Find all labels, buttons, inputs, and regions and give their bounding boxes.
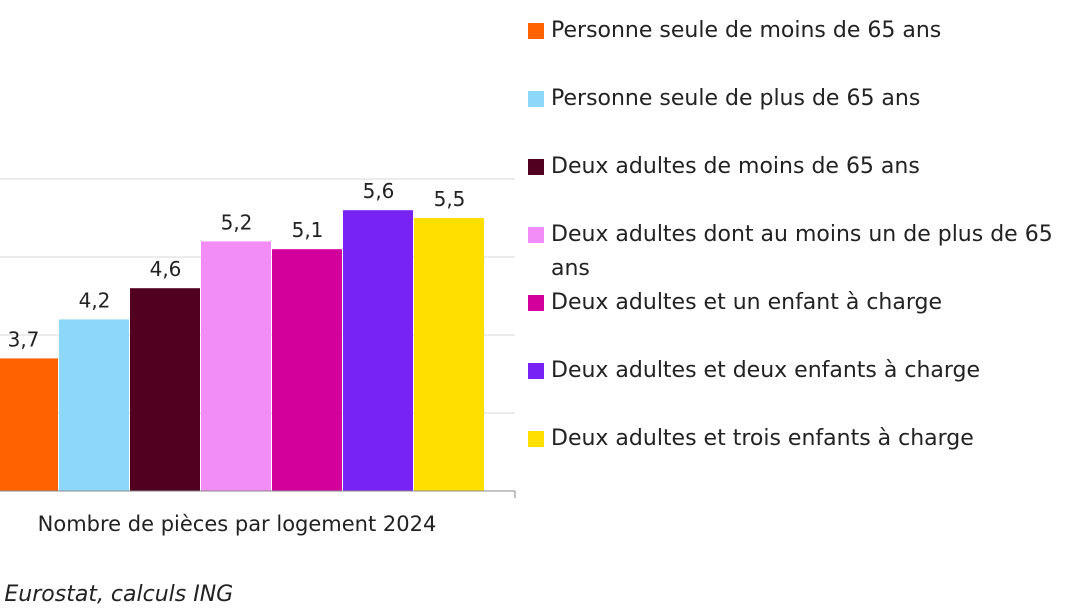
bar bbox=[201, 241, 271, 491]
bar bbox=[343, 210, 413, 491]
legend-swatch bbox=[528, 363, 544, 379]
legend-item: Deux adultes et un enfant à charge bbox=[528, 286, 1081, 320]
bars bbox=[0, 210, 484, 491]
legend-item: Deux adultes et trois enfants à charge bbox=[528, 422, 1081, 456]
value-labels: 3,7 4,2 4,6 5,2 5,1 5,6 5,5 bbox=[8, 179, 466, 351]
data-label: 5,1 bbox=[292, 218, 324, 242]
source-note: : Eurostat, calculs ING bbox=[0, 582, 234, 607]
bar bbox=[414, 218, 484, 491]
legend-swatch bbox=[528, 91, 544, 107]
legend-label: Deux adultes et un enfant à charge bbox=[551, 290, 943, 315]
legend-swatch bbox=[528, 295, 544, 311]
legend-label: Deux adultes de moins de 65 ans bbox=[551, 154, 920, 179]
legend-swatch bbox=[528, 227, 544, 243]
x-axis: Nombre de pièces par logement 2024 bbox=[0, 490, 516, 536]
legend-swatch bbox=[528, 159, 544, 175]
legend-label: Personne seule de moins de 65 ans bbox=[551, 18, 942, 43]
legend-label: Deux adultes et deux enfants à charge bbox=[551, 358, 981, 383]
data-label: 5,2 bbox=[221, 210, 253, 234]
legend-item: Personne seule de moins de 65 ans bbox=[528, 14, 1081, 48]
legend-item: Deux adultes de moins de 65 ans bbox=[528, 150, 1081, 184]
data-label: 4,6 bbox=[150, 257, 182, 281]
bar bbox=[59, 319, 129, 491]
data-label: 5,5 bbox=[434, 187, 466, 211]
x-category-label: Nombre de pièces par logement 2024 bbox=[38, 512, 437, 536]
bar bbox=[272, 249, 342, 491]
data-label: 4,2 bbox=[79, 288, 111, 312]
legend-item: Deux adultes et deux enfants à charge bbox=[528, 354, 1081, 388]
legend-swatch bbox=[528, 431, 544, 447]
bar bbox=[0, 358, 58, 491]
legend-label: Deux adultes dont au moins un de plus de… bbox=[551, 222, 1053, 281]
legend-label: Personne seule de plus de 65 ans bbox=[551, 86, 921, 111]
legend-swatch bbox=[528, 23, 544, 39]
legend-item: Personne seule de plus de 65 ans bbox=[528, 82, 1081, 116]
data-label: 3,7 bbox=[8, 327, 40, 351]
data-label: 5,6 bbox=[363, 179, 395, 203]
bar bbox=[130, 288, 200, 491]
legend-item: Deux adultes dont au moins un de plus de… bbox=[528, 218, 1081, 286]
legend-label: Deux adultes et trois enfants à charge bbox=[551, 426, 974, 451]
